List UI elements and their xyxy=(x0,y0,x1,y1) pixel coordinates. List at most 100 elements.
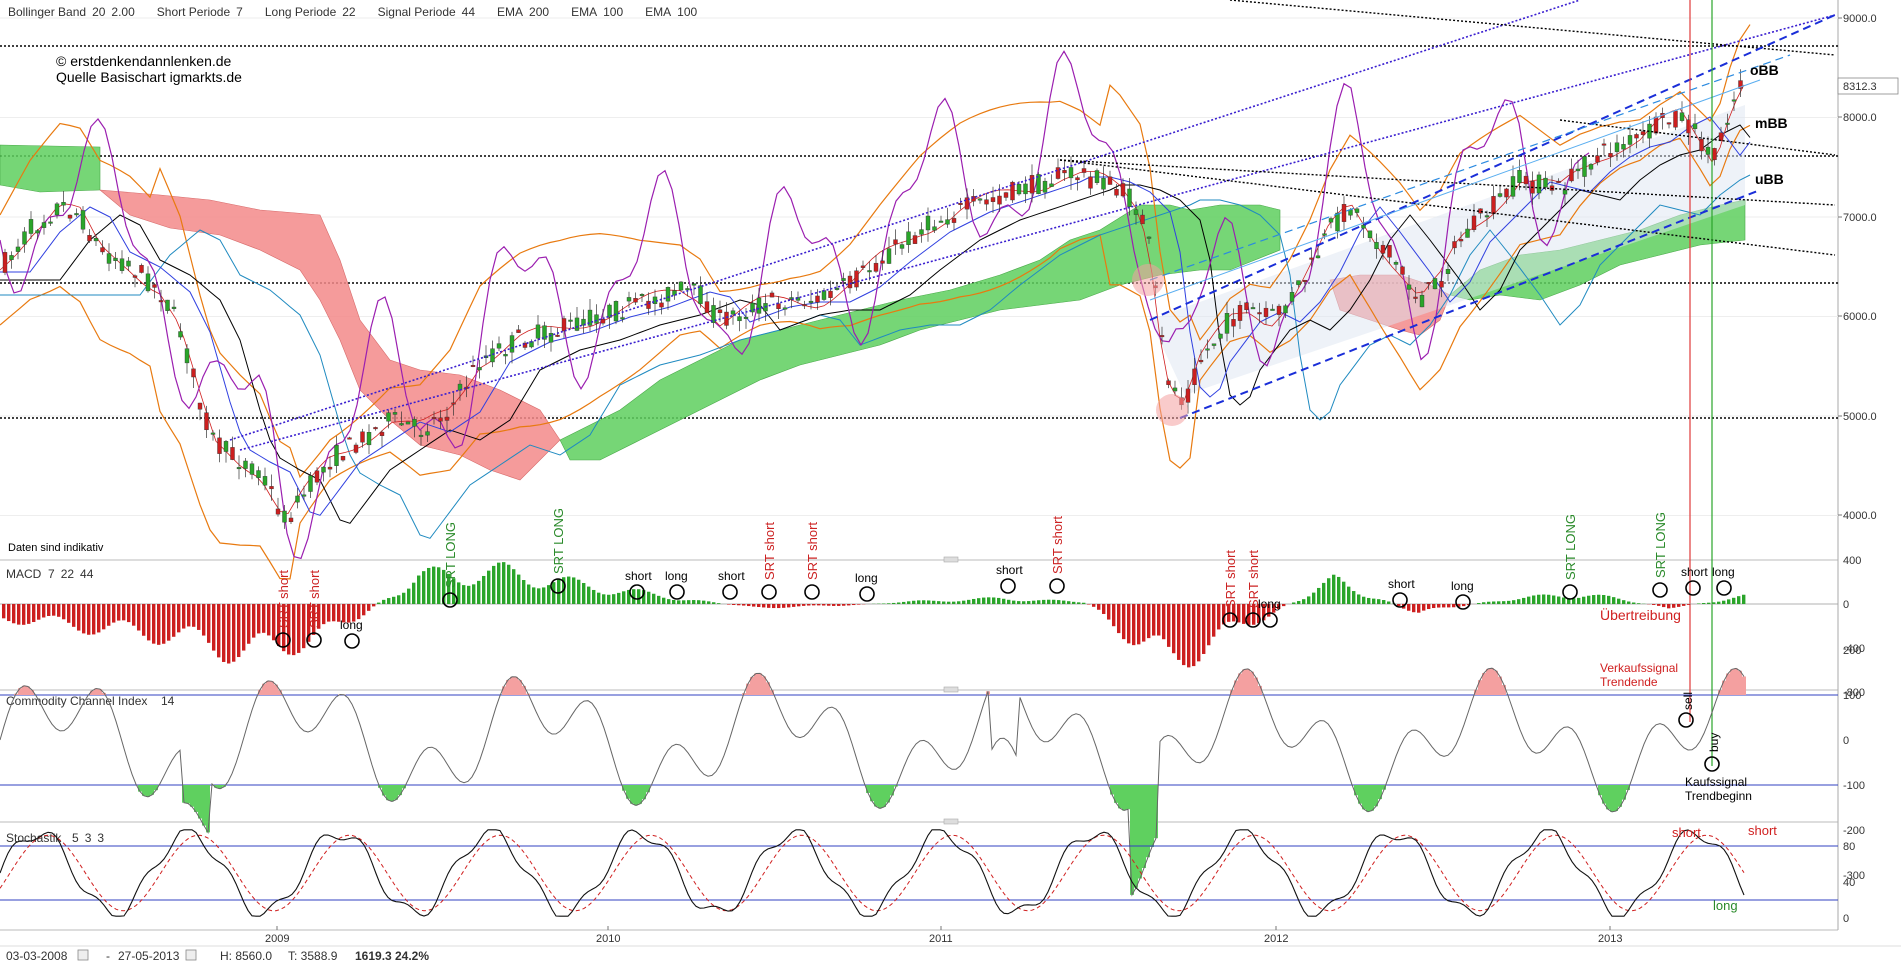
macd-histogram-bar xyxy=(147,604,151,641)
calendar-icon[interactable] xyxy=(185,949,197,961)
sell-note: Trendende xyxy=(1600,675,1658,689)
macd-histogram-bar xyxy=(637,589,641,604)
candle-body xyxy=(1413,296,1418,299)
macd-histogram-bar xyxy=(1312,592,1316,604)
macd-histogram-bar xyxy=(1457,604,1461,607)
buy-note: Trendbeginn xyxy=(1685,789,1752,803)
macd-histogram-bar xyxy=(122,604,126,621)
signal-marker-circle xyxy=(275,632,291,648)
candle-body xyxy=(1114,188,1119,196)
candle-body xyxy=(405,421,411,425)
candle-body xyxy=(171,306,177,309)
macd-histogram-bar xyxy=(67,604,71,623)
macd-histogram-bar xyxy=(1332,574,1336,604)
macd-histogram-bar xyxy=(992,597,996,604)
macd-histogram-bar xyxy=(1582,596,1586,604)
indicator-value: 200 xyxy=(529,5,549,19)
candle-body xyxy=(275,508,281,515)
candle-body xyxy=(1679,112,1685,121)
candle-body xyxy=(971,196,976,202)
candle-body xyxy=(431,417,437,420)
macd-histogram-bar xyxy=(707,601,711,604)
macd-histogram-bar xyxy=(1397,604,1401,607)
candle-body xyxy=(1010,181,1015,201)
macd-histogram-bar xyxy=(922,600,926,604)
macd-histogram-bar xyxy=(1437,604,1441,608)
candle-body xyxy=(769,292,775,298)
candle-body xyxy=(1250,307,1256,310)
candle-body xyxy=(1062,170,1067,174)
candle-body xyxy=(672,290,677,296)
candle-body xyxy=(54,203,60,216)
macd-histogram-bar xyxy=(572,577,576,604)
macd-histogram-bar xyxy=(1112,604,1116,627)
macd-histogram-bar xyxy=(1527,596,1531,604)
signal-label: SRT LONG xyxy=(443,522,458,588)
ichimoku-cloud-green xyxy=(559,204,1281,461)
candle-body xyxy=(1465,228,1470,238)
macd-histogram-bar xyxy=(172,604,176,637)
macd-histogram-bar xyxy=(1412,604,1416,613)
signal-marker-circle xyxy=(761,584,777,600)
candle-body xyxy=(1257,312,1262,315)
macd-histogram-bar xyxy=(787,604,791,608)
macd-histogram-bar xyxy=(627,589,631,604)
macd-histogram-bar xyxy=(892,602,896,604)
candle-body xyxy=(1348,209,1353,216)
candle-body xyxy=(1068,167,1074,179)
candle-body xyxy=(1523,175,1529,185)
calendar-icon[interactable] xyxy=(77,949,89,961)
candle-body xyxy=(873,262,879,272)
candle-body xyxy=(262,476,268,486)
candle-body xyxy=(841,278,846,281)
macd-histogram-bar xyxy=(1707,602,1711,604)
macd-histogram-bar xyxy=(1007,599,1011,604)
macd-histogram-bar xyxy=(137,604,141,631)
candle-body xyxy=(1263,307,1269,317)
macd-histogram-bar xyxy=(1192,604,1196,667)
panel-resize-handle[interactable] xyxy=(943,556,959,563)
macd-histogram-bar xyxy=(1197,604,1201,662)
macd-histogram-bar xyxy=(1117,604,1121,634)
macd-histogram-bar xyxy=(727,604,731,605)
macd-histogram-bar xyxy=(1607,595,1611,604)
macd-histogram-bar xyxy=(1427,604,1431,610)
macd-histogram-bar xyxy=(297,604,301,653)
y-tick-label: 8000.0 xyxy=(1843,112,1877,124)
panel-resize-handle[interactable] xyxy=(943,818,959,825)
signal-label: long xyxy=(1451,579,1474,593)
macd-histogram-bar xyxy=(1517,599,1521,604)
candle-body xyxy=(1049,183,1054,187)
candle-body xyxy=(509,335,515,353)
macd-histogram-bar xyxy=(1622,600,1626,604)
macd-histogram-bar xyxy=(1602,595,1606,604)
date-separator: - xyxy=(106,949,110,963)
candle-body xyxy=(691,283,697,286)
macd-histogram-bar xyxy=(1357,594,1361,604)
macd-histogram-bar xyxy=(837,604,841,606)
credit-text: Quelle Basischart igmarkts.de xyxy=(56,69,242,85)
signal-marker-circle xyxy=(1685,580,1701,596)
sell-marker xyxy=(1678,712,1694,728)
macd-histogram-bar xyxy=(807,604,811,606)
candle-body xyxy=(28,219,34,234)
macd-histogram-bar xyxy=(1612,597,1616,604)
trend-line-dotted xyxy=(229,0,1581,441)
macd-histogram-bar xyxy=(1422,604,1426,611)
candle-body xyxy=(191,368,196,378)
candle-body xyxy=(93,238,99,242)
candle-body xyxy=(685,288,690,291)
trend-line-dotted xyxy=(1059,159,1836,206)
y-tick-label: 100 xyxy=(1843,690,1861,702)
candle-body xyxy=(594,314,599,324)
macd-histogram-bar xyxy=(477,580,481,604)
candle-body xyxy=(1380,244,1386,254)
candle-body xyxy=(444,416,450,421)
panel-resize-handle[interactable] xyxy=(943,686,959,693)
macd-histogram-bar xyxy=(317,604,321,629)
macd-histogram-bar xyxy=(1347,586,1351,604)
candle-body xyxy=(1283,305,1288,314)
macd-histogram-bar xyxy=(1252,604,1256,625)
macd-histogram-bar xyxy=(1577,597,1581,604)
macd-histogram-bar xyxy=(1232,604,1236,622)
